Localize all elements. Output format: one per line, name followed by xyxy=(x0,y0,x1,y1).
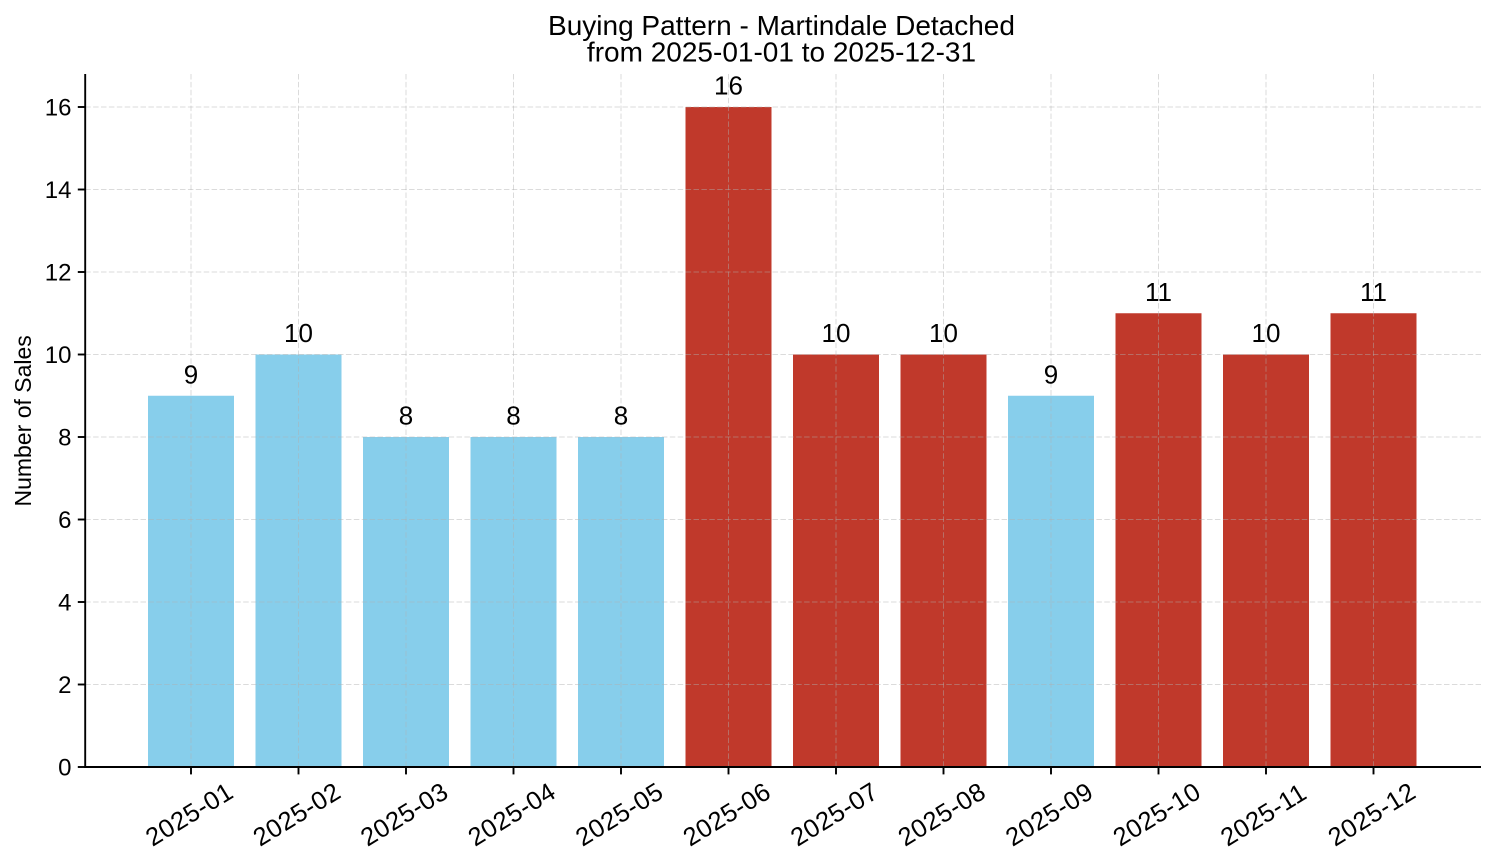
svg-text:10: 10 xyxy=(284,318,313,348)
svg-text:0: 0 xyxy=(58,754,71,781)
svg-text:10: 10 xyxy=(929,318,958,348)
svg-text:16: 16 xyxy=(45,94,72,121)
svg-text:11: 11 xyxy=(1145,277,1172,307)
svg-text:16: 16 xyxy=(714,71,743,101)
svg-text:8: 8 xyxy=(58,424,71,451)
svg-text:10: 10 xyxy=(822,318,851,348)
svg-text:14: 14 xyxy=(45,177,72,204)
svg-text:8: 8 xyxy=(399,401,413,431)
svg-text:Buying Pattern - Martindale De: Buying Pattern - Martindale Detached xyxy=(548,10,1015,41)
svg-text:11: 11 xyxy=(1360,277,1387,307)
svg-text:10: 10 xyxy=(1252,318,1281,348)
svg-text:9: 9 xyxy=(184,359,198,389)
svg-text:10: 10 xyxy=(45,342,72,369)
svg-text:2: 2 xyxy=(58,672,71,699)
svg-text:12: 12 xyxy=(45,259,72,286)
svg-text:6: 6 xyxy=(58,507,71,534)
svg-text:Number of Sales: Number of Sales xyxy=(10,335,36,506)
svg-text:from 2025-01-01 to 2025-12-31: from 2025-01-01 to 2025-12-31 xyxy=(587,37,976,68)
svg-text:8: 8 xyxy=(506,401,520,431)
svg-text:8: 8 xyxy=(614,401,628,431)
svg-text:4: 4 xyxy=(58,589,71,616)
svg-text:9: 9 xyxy=(1044,359,1058,389)
